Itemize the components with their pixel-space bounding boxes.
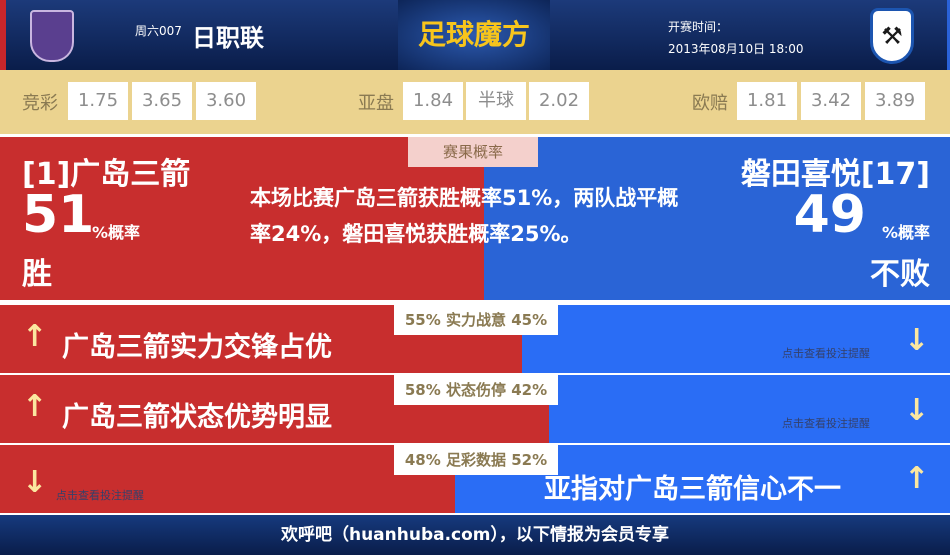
- betting-tip-link[interactable]: 点击查看投注提醒: [782, 347, 870, 360]
- asian-line: 半球: [466, 82, 526, 120]
- asian-odd: 1.84: [403, 82, 463, 120]
- analysis-tab: 48% 足彩数据 52%: [394, 445, 558, 475]
- analysis-text: 广岛三箭实力交锋占优: [62, 332, 332, 363]
- match-number: 周六007: [135, 24, 182, 38]
- jc-odd: 1.75: [68, 82, 128, 120]
- euro-label: 欧赔: [692, 93, 728, 114]
- away-pct-unit: %概率: [881, 223, 930, 242]
- analysis-tab: 58% 状态伤停 42%: [394, 375, 558, 405]
- home-result: 胜: [22, 257, 52, 292]
- odds-bar: 竞彩 1.75 3.65 3.60 亚盘 1.84 半球 2.02 欧赔 1.8…: [0, 70, 950, 134]
- jc-label: 竞彩: [22, 93, 58, 114]
- league-name: 日职联: [192, 24, 264, 52]
- away-team-logo: ⚒: [870, 8, 914, 64]
- away-pct: 49: [793, 185, 866, 245]
- down-arrow-icon: ↓: [904, 393, 930, 428]
- euro-odd: 3.42: [801, 82, 861, 120]
- brand-logo: 足球魔方: [398, 0, 550, 70]
- betting-tip-link[interactable]: 点击查看投注提醒: [56, 489, 144, 502]
- home-team-name: [1]广岛三箭: [22, 157, 191, 192]
- analysis-tab: 55% 实力战意 45%: [394, 305, 558, 335]
- jc-odd: 3.65: [132, 82, 192, 120]
- up-arrow-icon: ↑: [904, 461, 930, 496]
- betting-tip-link[interactable]: 点击查看投注提醒: [782, 417, 870, 430]
- up-arrow-icon: ↑: [22, 389, 48, 424]
- kickoff-time: 2013年08月10日 18:00: [668, 42, 804, 56]
- member-footer[interactable]: 欢呼吧（huanhuba.com），以下情报为会员专享: [0, 515, 950, 555]
- kickoff-label: 开赛时间：: [668, 20, 729, 34]
- analysis-row[interactable]: ↑ 广岛三箭状态优势明显 点击查看投注提醒 ↓ 58% 状态伤停 42%: [0, 375, 950, 443]
- euro-odd: 3.89: [865, 82, 925, 120]
- asian-odd: 2.02: [529, 82, 589, 120]
- away-result: 不败: [870, 257, 930, 292]
- home-team-logo: [30, 10, 74, 62]
- down-arrow-icon: ↓: [22, 465, 48, 500]
- result-probability-tab: 赛果概率: [408, 137, 538, 167]
- analysis-text: 亚指对广岛三箭信心不一: [544, 474, 841, 505]
- euro-odd: 1.81: [737, 82, 797, 120]
- analysis-row[interactable]: ↓ 点击查看投注提醒 亚指对广岛三箭信心不一 ↑ 48% 足彩数据 52%: [0, 445, 950, 513]
- home-pct-unit: %概率: [92, 223, 141, 242]
- home-probability-panel: [1]广岛三箭 51 %概率 胜: [0, 137, 484, 300]
- down-arrow-icon: ↓: [904, 323, 930, 358]
- asian-label: 亚盘: [358, 93, 394, 114]
- home-pct: 51: [22, 185, 95, 245]
- probability-summary: 本场比赛广岛三箭获胜概率51%，两队战平概率24%，磐田喜悦获胜概率25%。: [250, 186, 679, 246]
- jc-odd: 3.60: [196, 82, 256, 120]
- analysis-text: 广岛三箭状态优势明显: [62, 402, 332, 433]
- away-team-name: 磐田喜悦[17]: [740, 157, 930, 192]
- analysis-row[interactable]: ↑ 广岛三箭实力交锋占优 点击查看投注提醒 ↓ 55% 实力战意 45%: [0, 305, 950, 373]
- away-probability-panel: 磐田喜悦[17] 49 %概率 不败: [484, 137, 950, 300]
- up-arrow-icon: ↑: [22, 319, 48, 354]
